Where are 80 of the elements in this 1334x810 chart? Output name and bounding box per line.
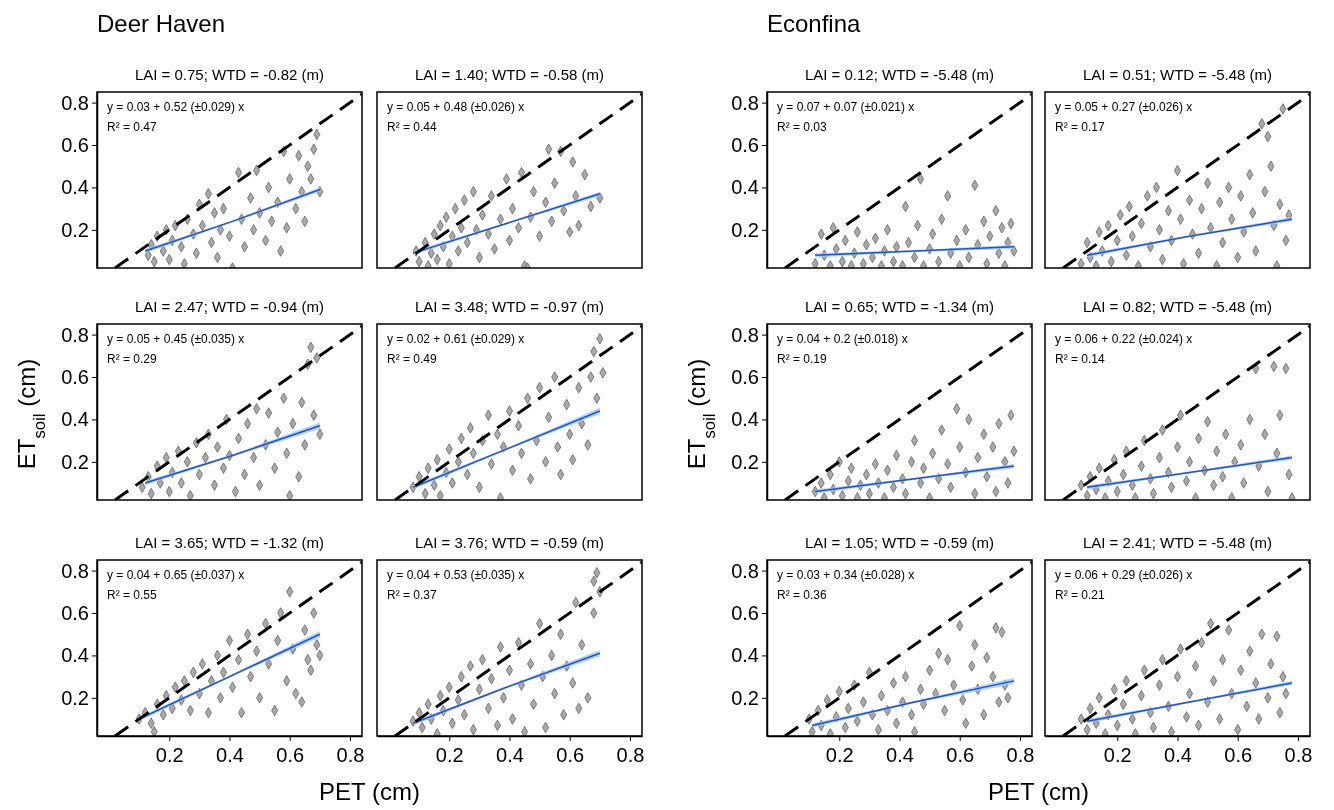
- x-axis-title: PET (cm): [319, 778, 420, 805]
- text: Deer Haven: [97, 10, 226, 37]
- annotation: y = 0.05 + 0.45 (±0.035) x: [107, 332, 245, 346]
- y-tick-label: 0.8: [61, 323, 89, 346]
- y-tick-label: 0.2: [731, 218, 759, 241]
- y-tick-label: 0.2: [731, 686, 759, 709]
- x-tick-label: 0.4: [1164, 744, 1192, 766]
- annotation: R² = 0.44: [387, 120, 438, 134]
- y-tick-label: 0.4: [61, 644, 89, 667]
- y-tick-label: 0.6: [61, 365, 89, 388]
- y-tick-label: 0.4: [61, 176, 89, 199]
- x-tick-label: 0.8: [336, 744, 365, 766]
- y-tick-label: 0.2: [61, 218, 89, 241]
- chart-title: LAI = 2.41; WTD = -5.48 (m): [1082, 534, 1273, 551]
- x-tick-label: 0.2: [435, 744, 464, 766]
- x-tick-label: 0.6: [1224, 744, 1253, 766]
- annotation: R² = 0.19: [777, 352, 828, 366]
- text: Econfina: [767, 10, 862, 37]
- chart-title: LAI = 1.40; WTD = -0.58 (m): [414, 66, 605, 83]
- x-tick-label: 0.8: [616, 744, 645, 766]
- annotation: y = 0.05 + 0.27 (±0.026) x: [1055, 100, 1193, 114]
- annotation: y = 0.04 + 0.53 (±0.035) x: [387, 568, 525, 582]
- x-tick-label: 0.2: [825, 744, 854, 766]
- annotation: R² = 0.21: [1055, 588, 1106, 602]
- chart-title: LAI = 0.51; WTD = -5.48 (m): [1082, 66, 1273, 83]
- chart-title: LAI = 0.65; WTD = -1.34 (m): [804, 298, 995, 315]
- y-tick-label: 0.6: [61, 133, 89, 156]
- annotation: R² = 0.03: [777, 120, 828, 134]
- y-tick-label: 0.8: [61, 91, 89, 114]
- x-tick-label: 0.6: [946, 744, 975, 766]
- x-tick-label: 0.2: [155, 744, 184, 766]
- chart-title: LAI = 3.76; WTD = -0.59 (m): [414, 534, 605, 551]
- y-tick-label: 0.8: [731, 91, 759, 114]
- y-tick-label: 0.4: [731, 408, 759, 431]
- annotation: R² = 0.14: [1055, 352, 1106, 366]
- annotation: y = 0.06 + 0.22 (±0.024) x: [1055, 332, 1193, 346]
- y-tick-label: 0.8: [61, 559, 89, 582]
- chart-title: LAI = 1.05; WTD = -0.59 (m): [804, 534, 995, 551]
- y-tick-label: 0.2: [731, 450, 759, 473]
- y-tick-label: 0.8: [731, 559, 759, 582]
- x-axis-title: PET (cm): [988, 778, 1089, 805]
- annotation: y = 0.04 + 0.2 (±0.018) x: [777, 332, 908, 346]
- annotation: R² = 0.49: [387, 352, 438, 366]
- x-tick-label: 0.6: [556, 744, 585, 766]
- x-tick-label: 0.4: [496, 744, 524, 766]
- y-tick-label: 0.6: [731, 365, 759, 388]
- y-tick-label: 0.2: [61, 686, 89, 709]
- y-tick-label: 0.6: [731, 133, 759, 156]
- y-tick-label: 0.6: [731, 601, 759, 624]
- annotation: y = 0.02 + 0.61 (±0.029) x: [387, 332, 525, 346]
- annotation: y = 0.06 + 0.29 (±0.026) x: [1055, 568, 1193, 582]
- y-tick-label: 0.4: [731, 176, 759, 199]
- annotation: y = 0.05 + 0.48 (±0.026) x: [387, 100, 525, 114]
- x-tick-label: 0.8: [1006, 744, 1035, 766]
- chart-title: LAI = 3.48; WTD = -0.97 (m): [414, 298, 605, 315]
- annotation: y = 0.07 + 0.07 (±0.021) x: [777, 100, 915, 114]
- x-tick-label: 0.2: [1103, 744, 1132, 766]
- annotation: R² = 0.29: [107, 352, 158, 366]
- chart-title: LAI = 3.65; WTD = -1.32 (m): [134, 534, 325, 551]
- y-tick-label: 0.6: [61, 601, 89, 624]
- annotation: y = 0.03 + 0.52 (±0.029) x: [107, 100, 245, 114]
- annotation: y = 0.03 + 0.34 (±0.028) x: [777, 568, 915, 582]
- y-tick-label: 0.4: [731, 644, 759, 667]
- chart-title: LAI = 0.75; WTD = -0.82 (m): [134, 66, 325, 83]
- annotation: R² = 0.17: [1055, 120, 1106, 134]
- x-tick-label: 0.8: [1284, 744, 1313, 766]
- annotation: R² = 0.55: [107, 588, 158, 602]
- annotation: y = 0.04 + 0.65 (±0.037) x: [107, 568, 245, 582]
- annotation: R² = 0.36: [777, 588, 828, 602]
- x-tick-label: 0.6: [276, 744, 305, 766]
- y-tick-label: 0.2: [61, 450, 89, 473]
- y-tick-label: 0.4: [61, 408, 89, 431]
- x-tick-label: 0.4: [886, 744, 914, 766]
- chart-title: LAI = 0.12; WTD = -5.48 (m): [804, 66, 995, 83]
- annotation: R² = 0.47: [107, 120, 158, 134]
- annotation: R² = 0.37: [387, 588, 438, 602]
- y-tick-label: 0.8: [731, 323, 759, 346]
- x-tick-label: 0.4: [216, 744, 244, 766]
- chart-title: LAI = 0.82; WTD = -5.48 (m): [1082, 298, 1273, 315]
- chart-title: LAI = 2.47; WTD = -0.94 (m): [134, 298, 325, 315]
